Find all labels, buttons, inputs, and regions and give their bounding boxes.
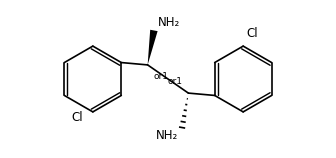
- Text: Cl: Cl: [246, 27, 258, 40]
- Text: Cl: Cl: [71, 111, 83, 124]
- Text: NH₂: NH₂: [158, 16, 180, 29]
- Text: NH₂: NH₂: [156, 129, 178, 142]
- Polygon shape: [148, 30, 158, 65]
- Text: or1: or1: [168, 77, 183, 86]
- Text: or1: or1: [153, 72, 168, 81]
